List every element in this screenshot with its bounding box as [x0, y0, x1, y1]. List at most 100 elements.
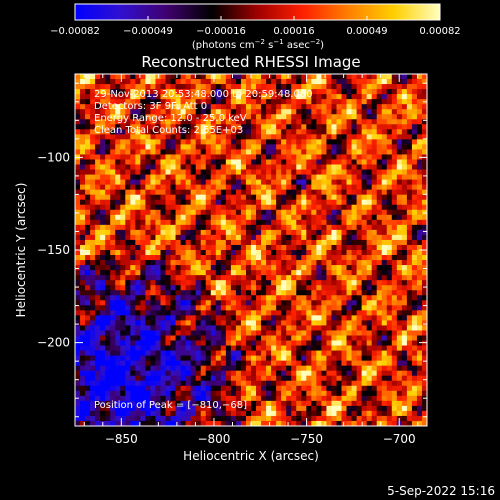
heatmap-cell [391, 159, 398, 165]
heatmap-cell [115, 169, 121, 175]
heatmap-cell [346, 94, 352, 100]
heatmap-cell [140, 94, 146, 100]
heatmap-cell [276, 189, 282, 196]
heatmap-cell [391, 214, 398, 221]
heatmap-cell [110, 345, 116, 351]
heatmap-cell [90, 250, 96, 256]
heatmap-cell [306, 154, 312, 160]
heatmap-cell [175, 250, 181, 256]
heatmap-cell [205, 265, 212, 271]
heatmap-cell [406, 104, 413, 110]
heatmap-cell [85, 260, 91, 266]
heatmap-cell [416, 219, 423, 226]
heatmap-cell [396, 310, 403, 316]
heatmap-cell [110, 119, 116, 125]
heatmap-cell [130, 174, 136, 180]
heatmap-cell [140, 395, 146, 402]
heatmap-cell [180, 375, 187, 382]
heatmap-cell [301, 194, 307, 201]
heatmap-cell [210, 275, 217, 281]
heatmap-cell [135, 285, 141, 291]
heatmap-cell [261, 189, 267, 196]
heatmap-cell [316, 219, 322, 226]
heatmap-cell [225, 345, 232, 351]
heatmap-cell [351, 285, 357, 291]
heatmap-cell [271, 234, 277, 241]
heatmap-cell [356, 204, 363, 211]
heatmap-cell [266, 290, 272, 296]
heatmap-cell [411, 415, 418, 422]
heatmap-cell [401, 345, 408, 351]
heatmap-cell [200, 154, 207, 160]
heatmap-cell [406, 265, 413, 271]
heatmap-cell [311, 174, 317, 180]
heatmap-cell [261, 350, 267, 356]
heatmap-cell [80, 139, 86, 145]
heatmap-cell [120, 330, 126, 336]
heatmap-cell [321, 74, 327, 80]
heatmap-cell [220, 375, 227, 382]
heatmap-cell [421, 94, 427, 100]
heatmap-cell [351, 159, 357, 165]
heatmap-cell [356, 149, 363, 155]
heatmap-cell [95, 420, 101, 426]
heatmap-cell [130, 89, 136, 95]
heatmap-cell [356, 179, 363, 186]
heatmap-cell [115, 174, 121, 180]
heatmap-cell [225, 255, 232, 261]
heatmap-cell [75, 340, 81, 346]
heatmap-cell [331, 365, 337, 372]
heatmap-cell [85, 244, 91, 251]
heatmap-cell [376, 139, 383, 145]
heatmap-cell [245, 129, 252, 135]
heatmap-cell [235, 400, 242, 407]
heatmap-cell [110, 239, 116, 246]
heatmap-cell [225, 169, 232, 175]
heatmap-cell [351, 149, 357, 155]
heatmap-cell [296, 239, 302, 246]
heatmap-cell [271, 345, 277, 351]
heatmap-cell [301, 350, 307, 356]
heatmap-cell [185, 405, 192, 412]
heatmap-cell [140, 375, 146, 382]
heatmap-cell [371, 209, 378, 216]
heatmap-cell [361, 300, 368, 306]
heatmap-cell [155, 285, 161, 291]
heatmap-cell [135, 255, 141, 261]
heatmap-cell [311, 390, 317, 397]
heatmap-cell [266, 89, 272, 95]
heatmap-cell [376, 280, 383, 286]
heatmap-cell [165, 340, 171, 346]
heatmap-cell [200, 139, 207, 145]
heatmap-cell [291, 244, 297, 251]
heatmap-cell [386, 415, 393, 422]
heatmap-cell [406, 194, 413, 201]
heatmap-cell [286, 275, 292, 281]
heatmap-cell [316, 365, 322, 372]
heatmap-cell [195, 300, 202, 306]
heatmap-cell [145, 360, 151, 367]
heatmap-cell [105, 385, 111, 392]
heatmap-cell [135, 335, 141, 341]
heatmap-cell [416, 74, 423, 80]
heatmap-cell [256, 410, 262, 417]
heatmap-cell [361, 139, 368, 145]
heatmap-cell [165, 420, 171, 426]
heatmap-cell [140, 280, 146, 286]
heatmap-cell [386, 250, 393, 256]
heatmap-cell [276, 94, 282, 100]
heatmap-cell [361, 214, 368, 221]
heatmap-cell [386, 370, 393, 377]
heatmap-cell [341, 109, 347, 115]
heatmap-cell [115, 204, 121, 211]
heatmap-cell [356, 415, 363, 422]
heatmap-cell [125, 229, 131, 236]
heatmap-cell [321, 184, 327, 191]
heatmap-cell [296, 144, 302, 150]
heatmap-cell [356, 84, 363, 90]
heatmap-cell [331, 149, 337, 155]
heatmap-cell [351, 420, 357, 426]
heatmap-cell [416, 84, 423, 90]
heatmap-cell [240, 199, 247, 206]
heatmap-cell [145, 234, 151, 241]
